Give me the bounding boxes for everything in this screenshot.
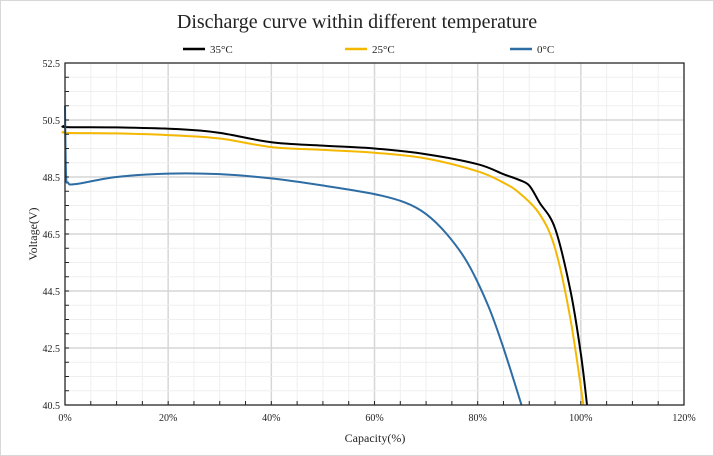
x-tick-label: 0%: [58, 413, 71, 424]
y-tick-label: 50.5: [43, 116, 61, 127]
x-tick-label: 40%: [262, 413, 280, 424]
series-lines: [61, 105, 589, 406]
series-line-0C: [64, 105, 523, 406]
series-line-35C: [61, 124, 589, 406]
legend-label: 0°C: [537, 44, 554, 56]
y-tick-label: 42.5: [43, 344, 61, 355]
y-tick-label: 44.5: [43, 287, 61, 298]
x-tick-label: 60%: [365, 413, 383, 424]
y-tick-label: 46.5: [43, 230, 61, 241]
x-axis-label: Capacity(%): [345, 431, 406, 445]
x-tick-label: 20%: [159, 413, 177, 424]
grid: [64, 62, 685, 406]
legend: 35°C 25°C 0°C: [183, 44, 554, 56]
y-tick-label: 40.5: [43, 401, 61, 412]
x-tick-label: 100%: [569, 413, 592, 424]
y-tick-label: 52.5: [43, 59, 61, 70]
y-axis-label: Voltage(V): [26, 207, 40, 260]
legend-label: 35°C: [210, 44, 233, 56]
x-tick-label: 80%: [468, 413, 486, 424]
y-tick-label: 48.5: [43, 173, 61, 184]
x-tick-label: 120%: [672, 413, 695, 424]
legend-label: 25°C: [372, 44, 395, 56]
series-line-25C: [61, 130, 585, 406]
chart-title: Discharge curve within different tempera…: [177, 11, 537, 33]
axis-ticks: 0% 20% 40% 60% 80% 100% 120% 52.5 50.5 48.5 46.5 44…: [43, 59, 696, 424]
